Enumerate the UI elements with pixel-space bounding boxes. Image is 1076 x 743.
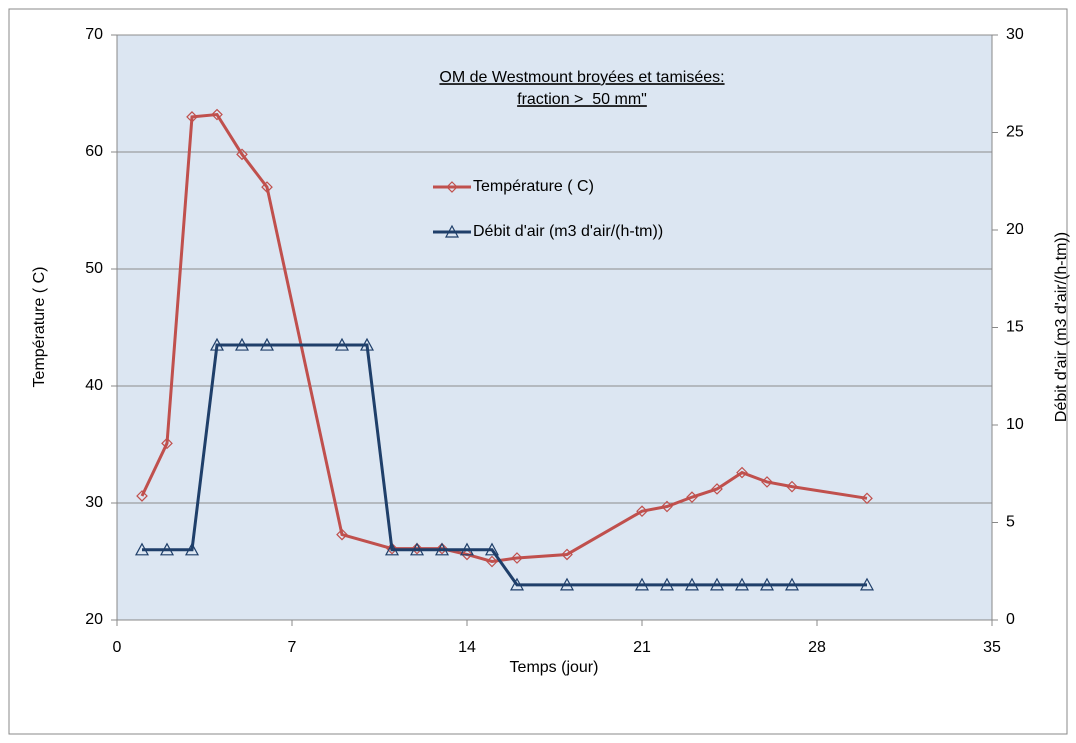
y2-tick-label: 20 xyxy=(1006,221,1024,238)
diamond-marker xyxy=(861,492,873,505)
x-tick-label: 7 xyxy=(288,639,297,656)
y2-tick-label: 25 xyxy=(1006,124,1024,141)
diamond-marker xyxy=(436,542,448,555)
diamond-marker xyxy=(211,108,223,121)
y2-tick-label: 5 xyxy=(1006,514,1015,531)
diamond-marker xyxy=(511,552,523,564)
y2-tick-label: 10 xyxy=(1006,416,1024,433)
chart-title: OM de Westmount broyées et tamisées: xyxy=(439,69,724,86)
legend xyxy=(415,165,740,255)
triangle-marker xyxy=(459,542,475,556)
y-tick-label: 40 xyxy=(85,377,103,394)
diamond-marker xyxy=(786,480,798,493)
legend-label: Température ( C) xyxy=(473,178,594,195)
triangle-marker xyxy=(444,224,460,238)
triangle-marker xyxy=(259,337,275,351)
triangle-marker xyxy=(334,337,350,351)
diamond-marker xyxy=(446,181,458,193)
diamond-marker xyxy=(711,483,723,495)
y-axis-label: Température ( C) xyxy=(31,267,48,388)
x-tick-label: 28 xyxy=(808,639,826,656)
diamond-marker xyxy=(186,111,198,123)
triangle-marker xyxy=(684,577,700,591)
diamond-marker xyxy=(686,491,698,503)
x-tick-label: 0 xyxy=(113,639,122,656)
y2-tick-label: 15 xyxy=(1006,319,1024,336)
triangle-marker xyxy=(209,337,225,351)
diamond-marker xyxy=(736,466,748,479)
triangle-marker xyxy=(709,577,725,591)
y-tick-label: 50 xyxy=(85,260,103,277)
triangle-marker xyxy=(134,542,150,556)
diamond-marker xyxy=(411,542,423,555)
triangle-marker xyxy=(509,577,525,591)
triangle-marker xyxy=(234,337,250,351)
triangle-marker xyxy=(859,577,875,591)
legend-label: Débit d'air (m3 d'air/(h-tm)) xyxy=(473,223,663,240)
y-tick-label: 60 xyxy=(85,143,103,160)
diamond-marker xyxy=(336,528,348,541)
y2-axis-label: Débit d'air (m3 d'air/(h-tm)) xyxy=(1053,232,1070,422)
series-line xyxy=(142,343,867,587)
diamond-marker xyxy=(661,500,673,513)
diamond-marker xyxy=(236,148,248,161)
triangle-marker xyxy=(184,542,200,556)
diamond-marker xyxy=(636,505,648,518)
triangle-marker xyxy=(409,542,425,556)
diamond-marker xyxy=(261,181,273,193)
plot-area xyxy=(117,35,992,620)
triangle-marker xyxy=(559,577,575,591)
y2-tick-label: 30 xyxy=(1006,26,1024,43)
triangle-marker xyxy=(359,337,375,351)
y-tick-label: 30 xyxy=(85,494,103,511)
diamond-marker xyxy=(561,548,573,561)
diamond-marker xyxy=(386,542,398,555)
triangle-marker xyxy=(784,577,800,591)
y2-tick-label: 0 xyxy=(1006,611,1015,628)
y-tick-label: 70 xyxy=(85,26,103,43)
triangle-marker xyxy=(659,577,675,591)
chart-subtitle: fraction > 50 mm" xyxy=(517,91,647,108)
diamond-marker xyxy=(136,490,148,502)
x-axis-label: Temps (jour) xyxy=(510,659,599,676)
triangle-marker xyxy=(384,542,400,556)
y-tick-label: 20 xyxy=(85,611,103,628)
x-tick-label: 14 xyxy=(458,639,476,656)
diamond-marker xyxy=(761,476,773,488)
triangle-marker xyxy=(159,542,175,556)
diamond-marker xyxy=(461,548,473,561)
diamond-marker xyxy=(161,437,173,450)
diamond-marker xyxy=(486,555,498,568)
triangle-marker xyxy=(759,577,775,591)
triangle-marker xyxy=(434,542,450,556)
triangle-marker xyxy=(734,577,750,591)
triangle-marker xyxy=(484,542,500,556)
series-line xyxy=(140,112,868,564)
triangle-marker xyxy=(634,577,650,591)
x-tick-label: 21 xyxy=(633,639,651,656)
x-tick-label: 35 xyxy=(983,639,1001,656)
